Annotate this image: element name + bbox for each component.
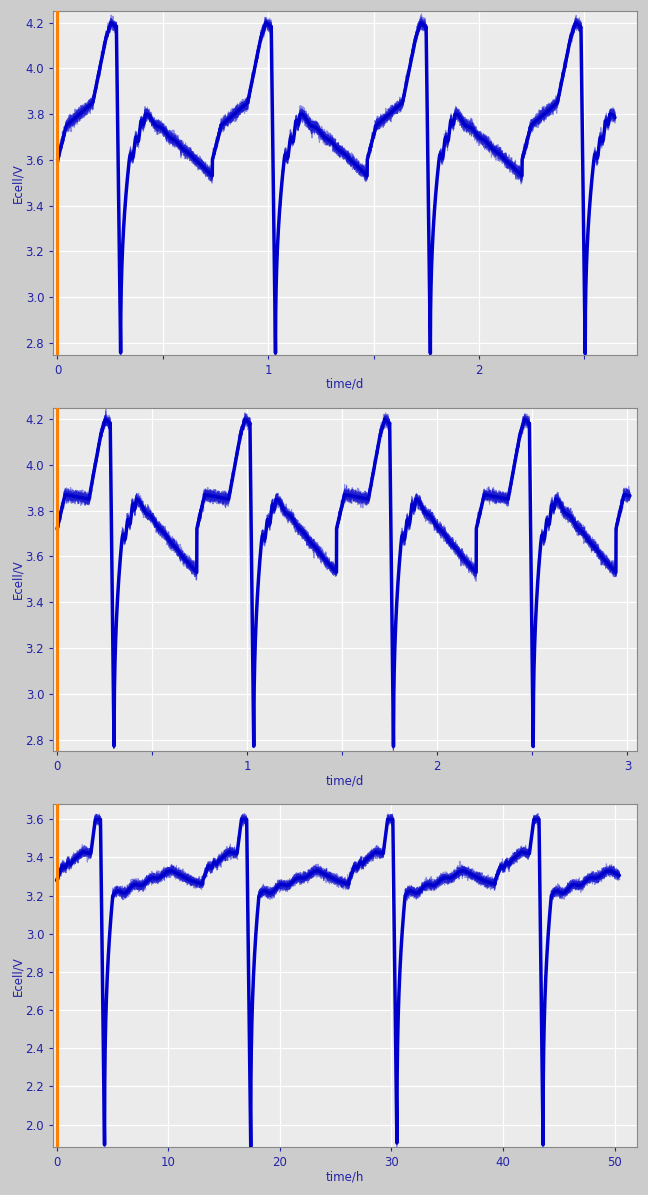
Y-axis label: Ecell/V: Ecell/V	[11, 559, 24, 599]
Y-axis label: Ecell/V: Ecell/V	[11, 956, 24, 995]
X-axis label: time/h: time/h	[326, 1171, 364, 1184]
X-axis label: time/d: time/d	[326, 378, 364, 391]
X-axis label: time/d: time/d	[326, 774, 364, 788]
Y-axis label: Ecell/V: Ecell/V	[11, 163, 24, 203]
